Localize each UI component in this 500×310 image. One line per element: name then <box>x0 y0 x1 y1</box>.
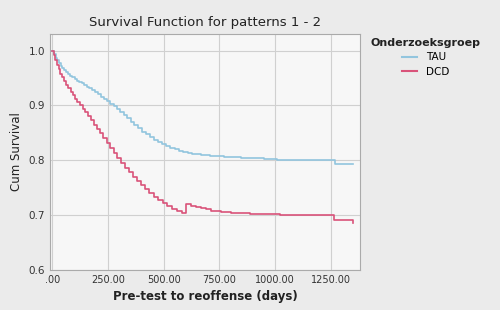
DCD <box>174 209 180 213</box>
TAU <box>350 162 356 166</box>
TAU <box>142 132 148 136</box>
Line: TAU: TAU <box>52 51 354 164</box>
Y-axis label: Cum Survival: Cum Survival <box>10 113 23 191</box>
Line: DCD: DCD <box>52 51 354 223</box>
DCD <box>178 211 184 215</box>
DCD <box>107 146 113 149</box>
TAU <box>212 154 218 158</box>
DCD <box>49 49 55 52</box>
DCD <box>301 213 307 217</box>
TAU <box>198 153 204 157</box>
TAU <box>332 162 338 166</box>
Legend: TAU, DCD: TAU, DCD <box>366 34 484 81</box>
TAU <box>49 49 55 52</box>
Title: Survival Function for patterns 1 - 2: Survival Function for patterns 1 - 2 <box>89 16 321 29</box>
DCD <box>350 221 356 225</box>
TAU <box>296 158 302 162</box>
DCD <box>82 111 88 114</box>
TAU <box>194 152 200 156</box>
X-axis label: Pre-test to reoffense (days): Pre-test to reoffense (days) <box>112 290 298 303</box>
DCD <box>80 107 86 110</box>
TAU <box>225 155 231 159</box>
